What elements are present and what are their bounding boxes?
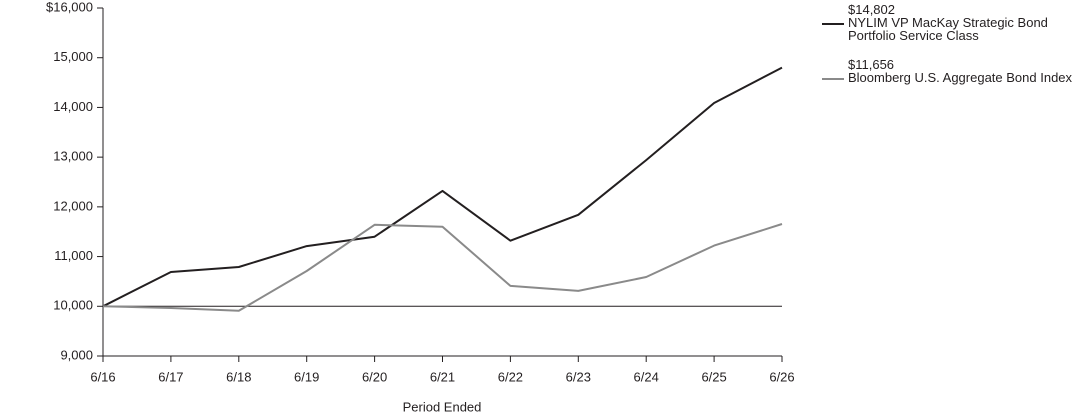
x-tick-label: 6/17 (158, 369, 183, 384)
x-tick-label: 6/18 (226, 369, 251, 384)
x-tick-label: 6/23 (566, 369, 591, 384)
x-tick-label: 6/21 (430, 369, 455, 384)
x-axis-label: Period Ended (403, 399, 482, 414)
series-line (102, 223, 783, 312)
x-tick-label: 6/24 (634, 369, 659, 384)
series-line (102, 66, 783, 308)
y-tick-label: 9,000 (60, 347, 93, 362)
x-tick-label: 6/25 (701, 369, 726, 384)
value-label: $14,802 (848, 2, 895, 17)
value-label: $11,656 (848, 57, 895, 72)
y-tick-label: 11,000 (54, 248, 93, 263)
legend-entry: $14,802 NYLIM VP MacKay Strategic Bond Po… (822, 3, 1084, 42)
legend-swatch (822, 23, 844, 25)
y-tick-label: $16,000 (46, 0, 93, 14)
y-tick-label: 13,000 (53, 149, 93, 164)
legend-label: Bloomberg U.S. Aggregate Bond Index (848, 70, 1073, 85)
x-tick-label: 6/16 (90, 369, 115, 384)
x-tick-label: 6/26 (769, 369, 794, 384)
y-tick-label: 10,000 (53, 298, 93, 313)
x-tick-label: 6/19 (294, 369, 319, 384)
legend-label: NYLIM VP MacKay Strategic Bond Portfolio… (848, 15, 1048, 43)
y-tick-label: 15,000 (53, 49, 93, 64)
x-tick-label: 6/22 (498, 369, 523, 384)
legend-swatch (822, 78, 844, 80)
legend-entry: $11,656 Bloomberg U.S. Aggregate Bond Ind… (822, 58, 1084, 84)
y-tick-label: 14,000 (53, 99, 93, 114)
x-tick-label: 6/20 (362, 369, 387, 384)
y-tick-label: 12,000 (53, 198, 93, 213)
